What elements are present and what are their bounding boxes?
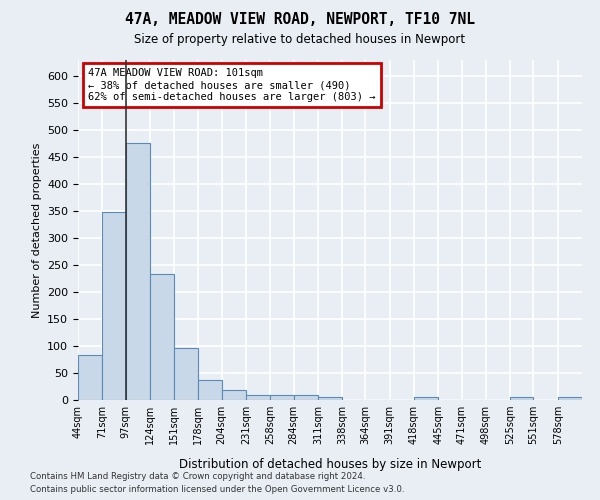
Bar [199, 380, 222, 400]
Bar [78, 355, 102, 400]
Text: 47A MEADOW VIEW ROAD: 101sqm
← 38% of detached houses are smaller (490)
62% of s: 47A MEADOW VIEW ROAD: 101sqm ← 38% of de… [88, 68, 376, 102]
Y-axis label: Number of detached properties: Number of detached properties [32, 142, 41, 318]
Text: Size of property relative to detached houses in Newport: Size of property relative to detached ho… [134, 32, 466, 46]
Bar [558, 398, 582, 400]
Bar [246, 395, 270, 400]
Text: 47A, MEADOW VIEW ROAD, NEWPORT, TF10 7NL: 47A, MEADOW VIEW ROAD, NEWPORT, TF10 7NL [125, 12, 475, 28]
Bar [510, 398, 533, 400]
Bar [222, 390, 246, 400]
X-axis label: Distribution of detached houses by size in Newport: Distribution of detached houses by size … [179, 458, 481, 471]
Bar [174, 348, 199, 400]
Bar [414, 397, 438, 400]
Bar [102, 212, 125, 400]
Bar [125, 143, 150, 400]
Bar [270, 395, 293, 400]
Bar [150, 274, 174, 400]
Bar [318, 398, 342, 400]
Bar [293, 395, 318, 400]
Text: Contains HM Land Registry data © Crown copyright and database right 2024.: Contains HM Land Registry data © Crown c… [30, 472, 365, 481]
Text: Contains public sector information licensed under the Open Government Licence v3: Contains public sector information licen… [30, 485, 404, 494]
